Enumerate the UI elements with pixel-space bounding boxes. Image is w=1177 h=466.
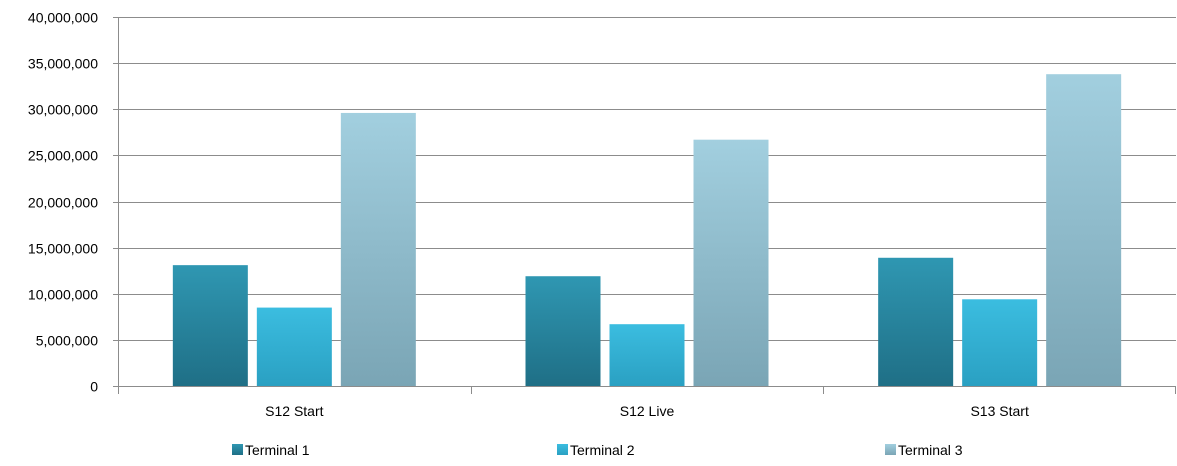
x-category-label: S12 Start — [265, 403, 323, 419]
y-tick-label: 20,000,000 — [28, 195, 98, 211]
y-axis-tick-labels: 0 5,000,000 10,000,000 15,000,000 20,000,000… — [28, 10, 98, 395]
legend-label: Terminal 2 — [570, 442, 635, 458]
bar-terminal-2-s12-start — [256, 307, 332, 386]
legend: Terminal 1 Terminal 2 Terminal 3 — [232, 442, 963, 458]
x-axis-category-labels: S12 Start S12 Live S13 Start — [265, 403, 1029, 419]
y-tick-label: 15,000,000 — [28, 241, 98, 257]
y-tick-label: 40,000,000 — [28, 10, 98, 26]
x-category-label: S13 Start — [970, 403, 1028, 419]
legend-swatch — [232, 444, 243, 455]
legend-label: Terminal 3 — [898, 442, 963, 458]
bars — [172, 74, 1122, 386]
legend-item-terminal-1: Terminal 1 — [232, 442, 310, 458]
bar-terminal-3-s13-start — [1046, 74, 1122, 386]
bar-terminal-3-s12-live — [693, 139, 769, 386]
y-tick-label: 10,000,000 — [28, 287, 98, 303]
bar-terminal-1-s12-live — [525, 276, 601, 386]
bar-terminal-1-s13-start — [878, 257, 954, 386]
legend-item-terminal-2: Terminal 2 — [557, 442, 635, 458]
y-tick-label: 5,000,000 — [36, 333, 98, 349]
bar-terminal-3-s12-start — [340, 112, 416, 386]
legend-swatch — [885, 444, 896, 455]
legend-swatch — [557, 444, 568, 455]
legend-label: Terminal 1 — [245, 442, 310, 458]
y-tick-label: 0 — [90, 379, 98, 395]
x-category-label: S12 Live — [620, 403, 675, 419]
gridlines — [118, 17, 1176, 341]
y-tick-label: 25,000,000 — [28, 148, 98, 164]
bar-terminal-2-s13-start — [962, 299, 1038, 386]
axes — [113, 17, 1176, 394]
legend-item-terminal-3: Terminal 3 — [885, 442, 963, 458]
bar-terminal-1-s12-start — [172, 265, 248, 386]
y-tick-label: 30,000,000 — [28, 102, 98, 118]
y-tick-label: 35,000,000 — [28, 56, 98, 72]
bar-terminal-2-s12-live — [609, 324, 685, 386]
